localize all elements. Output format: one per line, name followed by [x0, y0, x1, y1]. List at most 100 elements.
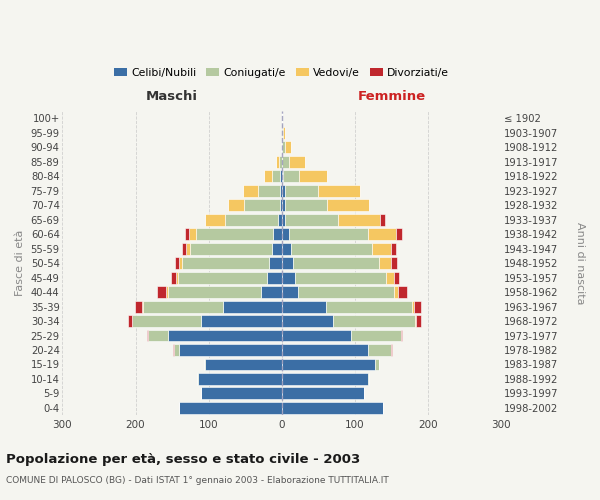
Bar [196, 228, 273, 240]
Bar [132, 315, 202, 327]
Y-axis label: Fasce di età: Fasce di età [15, 230, 25, 296]
Bar [261, 286, 282, 298]
Bar [282, 315, 333, 327]
Bar [412, 300, 414, 312]
Bar [298, 286, 394, 298]
Bar [282, 243, 290, 254]
Bar [282, 358, 376, 370]
Bar [267, 272, 282, 283]
Bar [280, 170, 282, 182]
Bar [166, 286, 168, 298]
Bar [185, 228, 189, 240]
Bar [128, 315, 132, 327]
Bar [182, 257, 269, 269]
Bar [148, 330, 169, 342]
Text: Femmine: Femmine [358, 90, 425, 103]
Bar [223, 300, 282, 312]
Bar [376, 358, 379, 370]
Bar [283, 170, 299, 182]
Bar [197, 373, 282, 385]
Bar [282, 344, 368, 356]
Bar [186, 243, 190, 254]
Bar [282, 200, 284, 211]
Bar [175, 257, 179, 269]
Bar [368, 344, 391, 356]
Bar [280, 200, 282, 211]
Bar [179, 402, 282, 414]
Bar [202, 388, 282, 400]
Bar [290, 243, 373, 254]
Bar [299, 170, 327, 182]
Bar [257, 185, 280, 196]
Bar [282, 214, 286, 226]
Bar [391, 257, 397, 269]
Bar [286, 214, 338, 226]
Bar [182, 243, 186, 254]
Bar [179, 257, 182, 269]
Bar [172, 272, 176, 283]
Bar [415, 315, 416, 327]
Bar [179, 344, 282, 356]
Bar [282, 300, 326, 312]
Bar [202, 315, 282, 327]
Bar [416, 315, 421, 327]
Bar [157, 286, 166, 298]
Bar [284, 142, 290, 154]
Bar [190, 243, 272, 254]
Bar [396, 228, 401, 240]
Bar [338, 214, 380, 226]
Bar [280, 185, 282, 196]
Bar [289, 228, 368, 240]
Bar [282, 388, 364, 400]
Bar [293, 257, 379, 269]
Bar [168, 286, 261, 298]
Bar [398, 286, 407, 298]
Bar [282, 402, 383, 414]
Bar [205, 358, 282, 370]
Text: COMUNE DI PALOSCO (BG) - Dati ISTAT 1° gennaio 2003 - Elaborazione TUTTITALIA.IT: COMUNE DI PALOSCO (BG) - Dati ISTAT 1° g… [6, 476, 389, 485]
Text: Maschi: Maschi [146, 90, 198, 103]
Bar [264, 170, 272, 182]
Bar [279, 156, 282, 168]
Bar [282, 142, 284, 154]
Bar [178, 272, 267, 283]
Bar [283, 127, 284, 139]
Bar [401, 330, 403, 342]
Bar [203, 358, 205, 370]
Bar [272, 243, 282, 254]
Bar [282, 257, 293, 269]
Bar [317, 185, 360, 196]
Bar [205, 214, 226, 226]
Bar [282, 330, 351, 342]
Bar [282, 156, 289, 168]
Bar [282, 185, 284, 196]
Legend: Celibi/Nubili, Coniugati/e, Vedovi/e, Divorziati/e: Celibi/Nubili, Coniugati/e, Vedovi/e, Di… [114, 68, 449, 78]
Bar [368, 228, 396, 240]
Bar [380, 214, 385, 226]
Text: Popolazione per età, sesso e stato civile - 2003: Popolazione per età, sesso e stato civil… [6, 452, 360, 466]
Bar [289, 156, 305, 168]
Bar [135, 300, 142, 312]
Bar [273, 228, 282, 240]
Bar [282, 127, 283, 139]
Bar [226, 214, 278, 226]
Bar [272, 170, 280, 182]
Bar [176, 272, 178, 283]
Bar [276, 156, 279, 168]
Bar [243, 185, 257, 196]
Bar [269, 257, 282, 269]
Bar [368, 373, 370, 385]
Bar [282, 373, 368, 385]
Bar [351, 330, 401, 342]
Bar [189, 228, 196, 240]
Bar [143, 300, 223, 312]
Bar [146, 330, 148, 342]
Bar [282, 286, 298, 298]
Bar [379, 257, 391, 269]
Bar [142, 300, 143, 312]
Bar [326, 300, 412, 312]
Bar [169, 330, 282, 342]
Bar [394, 272, 400, 283]
Bar [394, 286, 398, 298]
Bar [282, 228, 289, 240]
